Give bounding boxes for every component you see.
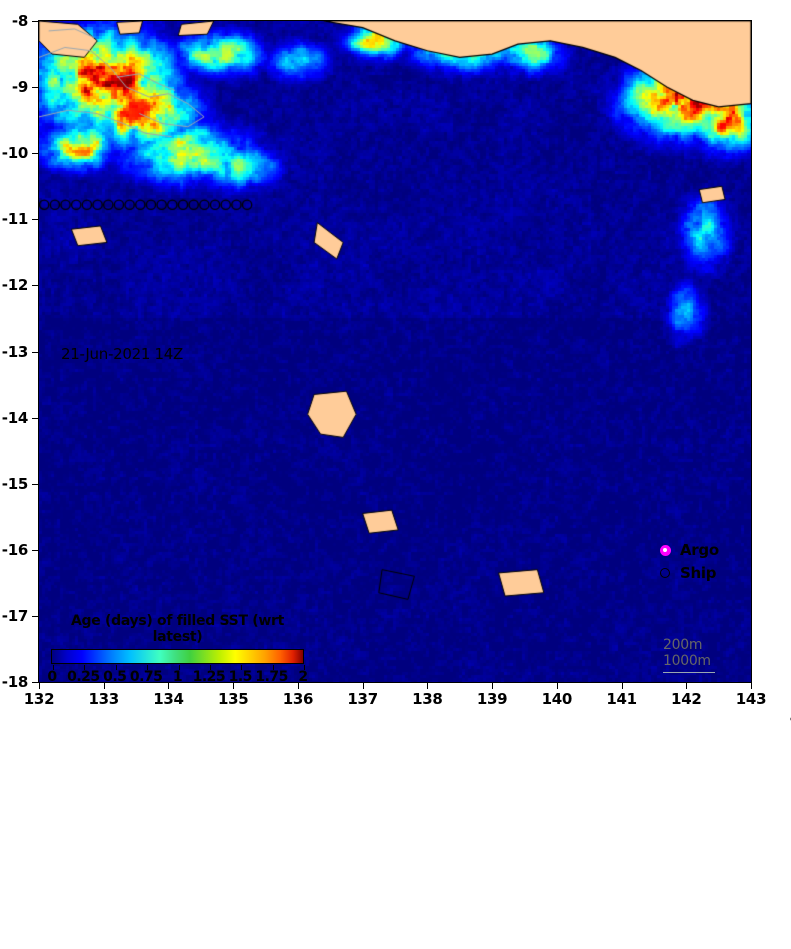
marker-legend: Argo Ship	[656, 540, 719, 586]
colorbar-tick-label: 0.5	[103, 669, 126, 683]
colorbar-title: Age (days) of filled SST (wrt latest)	[51, 613, 304, 645]
x-axis-tick-label: 142	[671, 690, 701, 708]
x-axis-tick	[104, 682, 105, 689]
bathymetry-label-1000m: 1000m	[663, 653, 715, 669]
y-axis-tick	[32, 682, 39, 683]
y-axis-tick	[32, 153, 39, 154]
x-axis-tick-label: 134	[153, 690, 183, 708]
x-axis-tick-label: 140	[542, 690, 572, 708]
y-axis-tick-label: -10	[0, 144, 28, 162]
y-axis-tick	[32, 285, 39, 286]
legend-item-argo: Argo	[656, 540, 719, 560]
y-axis-tick	[32, 21, 39, 22]
x-axis-tick	[427, 682, 428, 689]
y-axis-tick	[32, 219, 39, 220]
x-axis-tick-label: 143	[736, 690, 766, 708]
y-axis-tick-label: -17	[0, 607, 28, 625]
x-axis-tick-label: 132	[24, 690, 54, 708]
bathymetry-label-200m: 200m	[663, 637, 715, 653]
x-axis-tick-label: 141	[606, 690, 636, 708]
x-axis-tick-label: 133	[89, 690, 119, 708]
y-axis-tick	[32, 616, 39, 617]
colorbar-tick-label: 1.75	[255, 669, 288, 683]
x-axis-tick	[557, 682, 558, 689]
ship-marker-icon	[656, 568, 674, 578]
colorbar-tick-label: 1.5	[229, 669, 252, 683]
x-axis-tick	[39, 682, 40, 689]
y-axis-tick	[32, 418, 39, 419]
colorbar-tick-label: 0.25	[67, 669, 100, 683]
y-axis-tick-label: -16	[0, 541, 28, 559]
x-axis-tick	[492, 682, 493, 689]
y-axis-tick	[32, 87, 39, 88]
colorbar-tick-label: 1.25	[193, 669, 226, 683]
colorbar-tick-label: 0.75	[130, 669, 163, 683]
y-axis-tick-label: -15	[0, 475, 28, 493]
y-axis-tick	[32, 352, 39, 353]
y-axis-tick-label: -8	[0, 12, 28, 30]
x-axis-tick-label: 138	[412, 690, 442, 708]
y-axis-tick	[32, 484, 39, 485]
legend-label-ship: Ship	[680, 564, 716, 582]
colorbar-gradient	[51, 649, 304, 664]
bathymetry-scale-line	[663, 672, 715, 673]
x-axis-tick-label: 137	[347, 690, 377, 708]
x-axis-tick	[233, 682, 234, 689]
x-axis-tick	[751, 682, 752, 689]
colorbar-tick-label: 2	[298, 669, 307, 683]
map-date-stamp: 21-Jun-2021 14Z	[61, 345, 183, 363]
y-axis-tick	[32, 550, 39, 551]
y-axis-tick-label: -18	[0, 673, 28, 691]
colorbar-tick-label: 0	[47, 669, 56, 683]
y-axis-tick-label: -12	[0, 276, 28, 294]
bathymetry-key: 200m 1000m	[663, 637, 715, 673]
y-axis-tick-label: -14	[0, 409, 28, 427]
x-axis-tick	[363, 682, 364, 689]
x-axis-tick	[168, 682, 169, 689]
x-axis-tick	[298, 682, 299, 689]
map-plot-frame: 21-Jun-2021 14Z Argo Ship 200m 1000m Age…	[38, 20, 752, 683]
x-axis-tick-label: 139	[477, 690, 507, 708]
y-axis-tick-label: -11	[0, 210, 28, 228]
y-axis-tick-label: -9	[0, 78, 28, 96]
y-axis-tick-label: -13	[0, 343, 28, 361]
x-axis-tick-label: 135	[218, 690, 248, 708]
legend-label-argo: Argo	[680, 541, 719, 559]
argo-marker-icon	[656, 545, 674, 556]
x-axis-tick-label: 136	[283, 690, 313, 708]
x-axis-tick	[686, 682, 687, 689]
colorbar-tick-label: 1	[173, 669, 182, 683]
legend-item-ship: Ship	[656, 563, 719, 583]
x-axis-tick	[622, 682, 623, 689]
